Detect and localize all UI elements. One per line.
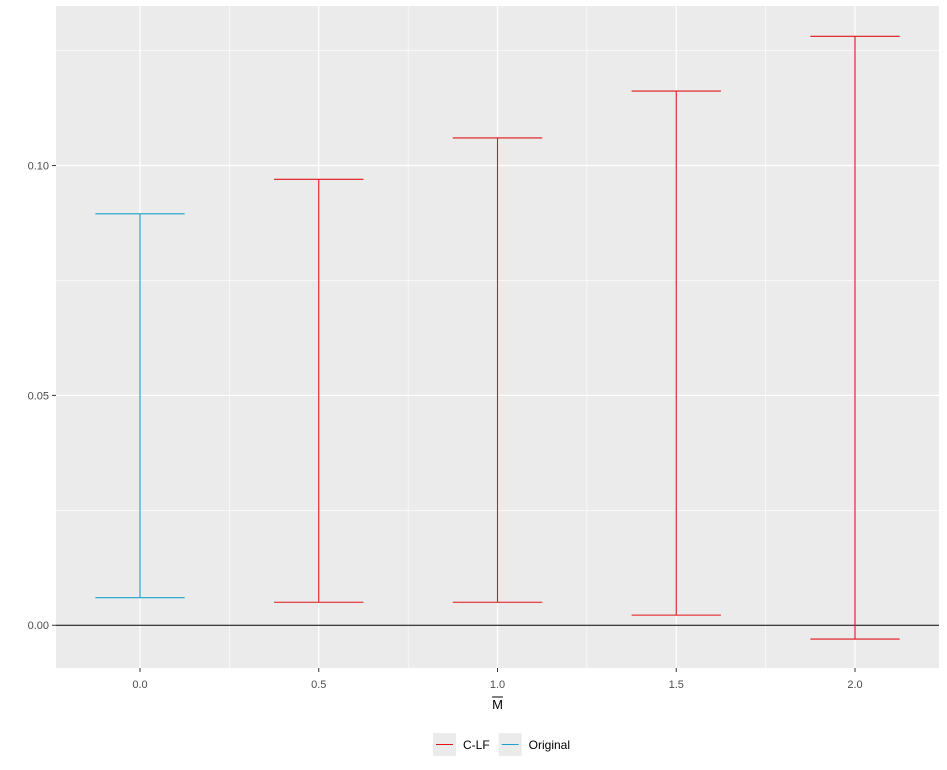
errorbar-original — [95, 213, 185, 599]
errorbar-c-lf — [452, 137, 543, 603]
x-tick-label: 2.0 — [847, 679, 862, 691]
errorbars — [95, 35, 900, 640]
y-tick-label: 0.05 — [28, 390, 49, 402]
x-tick-label: 1.0 — [490, 679, 505, 691]
errorbar-c-lf — [810, 35, 900, 640]
y-tick-label: 0.00 — [28, 620, 49, 632]
legend-label: C-LF — [463, 738, 490, 752]
x-axis-title: M — [492, 696, 503, 712]
x-tick-label: 1.5 — [669, 679, 684, 691]
x-axis: 0.0 0.5 1.0 1.5 2.0 — [132, 668, 863, 691]
errorbar-c-lf — [631, 90, 721, 616]
x-tick-label: 0.5 — [311, 679, 326, 691]
legend: C-LF Original — [433, 733, 570, 756]
x-tick-label: 0.0 — [132, 679, 147, 691]
x-axis-title-text: M — [492, 697, 503, 712]
legend-item-original: Original — [498, 733, 570, 756]
y-axis: 0.00 0.05 0.10 — [28, 161, 56, 632]
legend-label: Original — [529, 738, 570, 752]
legend-item-c-lf: C-LF — [433, 733, 490, 756]
y-tick-label: 0.10 — [28, 161, 49, 173]
errorbar-c-lf — [274, 178, 364, 603]
